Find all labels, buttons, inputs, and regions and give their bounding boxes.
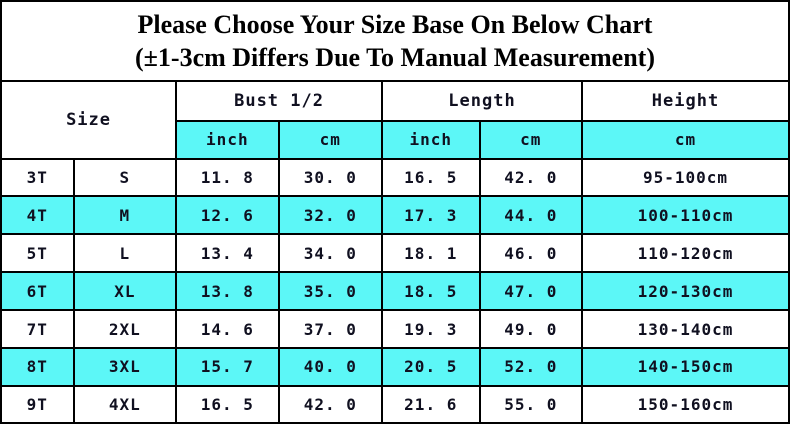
cell-size-label: M <box>72 195 178 236</box>
table-row-3t: 3T S 11. 8 30. 0 16. 5 42. 0 95-100cm <box>2 157 788 198</box>
cell-size-t: 7T <box>2 309 75 349</box>
cell-length-cm: 55. 0 <box>478 384 584 422</box>
header-size: Size <box>2 80 178 160</box>
cell-length-inch: 18. 1 <box>381 233 481 274</box>
cell-length-cm: 42. 0 <box>478 157 584 198</box>
cell-length-cm: 49. 0 <box>478 309 584 349</box>
cell-height: 95-100cm <box>581 157 788 198</box>
cell-length-inch: 16. 5 <box>381 157 481 198</box>
cell-length-cm: 44. 0 <box>478 195 584 236</box>
header-bust: Bust 1/2 <box>175 80 383 122</box>
cell-length-cm: 47. 0 <box>478 271 584 312</box>
cell-height: 140-150cm <box>581 346 788 387</box>
cell-bust-inch: 11. 8 <box>175 157 280 198</box>
cell-size-t: 6T <box>2 271 75 312</box>
cell-height: 110-120cm <box>581 233 788 274</box>
cell-bust-inch: 12. 6 <box>175 195 280 236</box>
chart-title: Please Choose Your Size Base On Below Ch… <box>2 2 788 80</box>
cell-length-inch: 19. 3 <box>381 309 481 349</box>
cell-height: 150-160cm <box>581 384 788 422</box>
table-row-6t: 6T XL 13. 8 35. 0 18. 5 47. 0 120-130cm <box>2 271 788 312</box>
header-height: Height <box>581 80 788 122</box>
table-row-4t: 4T M 12. 6 32. 0 17. 3 44. 0 100-110cm <box>2 195 788 236</box>
size-table: Size Bust 1/2 Length Height inch cm inch… <box>2 80 788 422</box>
title-line-2: (±1-3cm Differs Due To Manual Measuremen… <box>135 43 655 72</box>
cell-length-inch: 18. 5 <box>381 271 481 312</box>
table-row-7t: 7T 2XL 14. 6 37. 0 19. 3 49. 0 130-140cm <box>2 309 788 349</box>
cell-size-label: S <box>72 157 178 198</box>
cell-size-t: 8T <box>2 346 75 387</box>
cell-bust-cm: 40. 0 <box>277 346 384 387</box>
cell-length-inch: 17. 3 <box>381 195 481 236</box>
cell-length-cm: 46. 0 <box>478 233 584 274</box>
subheader-length-cm: cm <box>478 119 584 160</box>
cell-size-label: L <box>72 233 178 274</box>
cell-height: 120-130cm <box>581 271 788 312</box>
cell-size-label: 2XL <box>72 309 178 349</box>
cell-height: 130-140cm <box>581 309 788 349</box>
subheader-length-inch: inch <box>381 119 481 160</box>
cell-bust-cm: 34. 0 <box>277 233 384 274</box>
cell-bust-cm: 37. 0 <box>277 309 384 349</box>
cell-bust-cm: 32. 0 <box>277 195 384 236</box>
subheader-bust-cm: cm <box>277 119 384 160</box>
subheader-bust-inch: inch <box>176 119 280 160</box>
cell-size-label: 4XL <box>72 384 178 422</box>
cell-bust-cm: 42. 0 <box>277 384 384 422</box>
cell-bust-cm: 35. 0 <box>277 271 384 312</box>
table-row-8t: 8T 3XL 15. 7 40. 0 20. 5 52. 0 140-150cm <box>2 346 788 387</box>
table-header-row: Size Bust 1/2 Length Height <box>2 80 788 160</box>
cell-bust-inch: 16. 5 <box>175 384 280 422</box>
cell-size-t: 5T <box>2 233 75 274</box>
cell-size-label: 3XL <box>72 346 178 387</box>
cell-length-cm: 52. 0 <box>478 346 584 387</box>
cell-length-inch: 21. 6 <box>381 384 481 422</box>
table-row-9t: 9T 4XL 16. 5 42. 0 21. 6 55. 0 150-160cm <box>2 384 788 422</box>
header-length: Length <box>380 80 584 122</box>
cell-bust-inch: 13. 8 <box>175 271 280 312</box>
cell-bust-inch: 13. 4 <box>175 233 280 274</box>
subheader-height-cm: cm <box>581 119 788 160</box>
cell-size-label: XL <box>72 271 178 312</box>
cell-bust-inch: 15. 7 <box>175 346 280 387</box>
cell-bust-inch: 14. 6 <box>175 309 280 349</box>
cell-bust-cm: 30. 0 <box>277 157 384 198</box>
cell-size-t: 9T <box>2 384 75 422</box>
cell-height: 100-110cm <box>581 195 788 236</box>
cell-length-inch: 20. 5 <box>381 346 481 387</box>
title-line-1: Please Choose Your Size Base On Below Ch… <box>137 10 653 39</box>
cell-size-t: 3T <box>2 157 75 198</box>
cell-size-t: 4T <box>2 195 75 236</box>
table-row-5t: 5T L 13. 4 34. 0 18. 1 46. 0 110-120cm <box>2 233 788 274</box>
table-subheader-row: inch cm inch cm cm <box>2 119 788 160</box>
